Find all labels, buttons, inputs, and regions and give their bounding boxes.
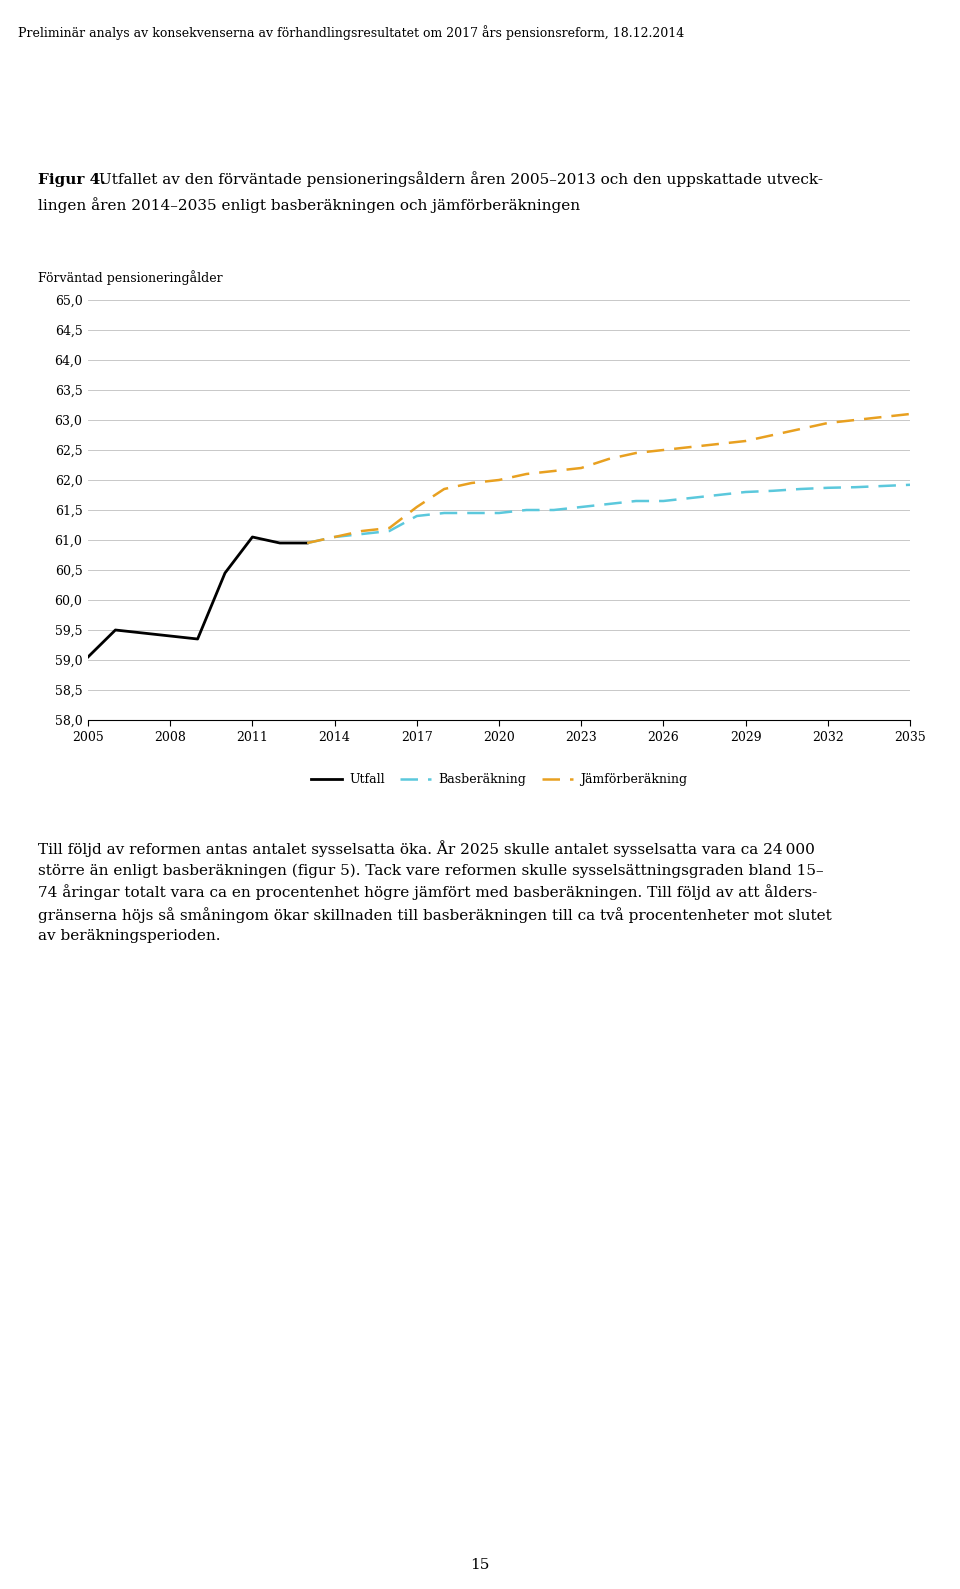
Text: Figur 4.: Figur 4. [38, 173, 106, 188]
Text: lingen åren 2014–2035 enligt basberäkningen och jämförberäkningen: lingen åren 2014–2035 enligt basberäknin… [38, 197, 580, 213]
Text: Till följd av reformen antas antalet sysselsatta öka. År 2025 skulle antalet sys: Till följd av reformen antas antalet sys… [38, 841, 831, 944]
Text: Preliminär analys av konsekvenserna av förhandlingsresultatet om 2017 års pensio: Preliminär analys av konsekvenserna av f… [18, 25, 684, 40]
Legend: Utfall, Basberäkning, Jämförberäkning: Utfall, Basberäkning, Jämförberäkning [305, 767, 692, 791]
Text: Förväntad pensioneringålder: Förväntad pensioneringålder [38, 270, 223, 284]
Text: 15: 15 [470, 1557, 490, 1572]
Text: Utfallet av den förväntade pensioneringsåldern åren 2005–2013 och den uppskattad: Utfallet av den förväntade pensionerings… [94, 172, 823, 188]
